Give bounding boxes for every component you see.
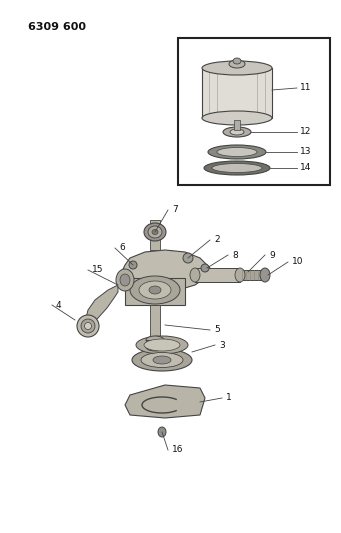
Ellipse shape bbox=[158, 427, 166, 437]
Ellipse shape bbox=[202, 61, 272, 75]
Text: 8: 8 bbox=[232, 251, 238, 260]
Ellipse shape bbox=[233, 58, 241, 64]
Polygon shape bbox=[125, 278, 185, 305]
Ellipse shape bbox=[129, 261, 137, 269]
Polygon shape bbox=[125, 385, 205, 418]
Text: 14: 14 bbox=[300, 164, 311, 173]
Bar bbox=[146, 340, 164, 347]
Ellipse shape bbox=[148, 226, 162, 238]
Ellipse shape bbox=[144, 339, 180, 351]
Text: 9: 9 bbox=[269, 251, 275, 260]
Ellipse shape bbox=[144, 223, 166, 241]
Ellipse shape bbox=[120, 274, 130, 286]
Ellipse shape bbox=[202, 111, 272, 125]
Ellipse shape bbox=[217, 148, 257, 157]
Text: 11: 11 bbox=[300, 84, 311, 93]
Bar bbox=[234, 120, 240, 130]
Ellipse shape bbox=[260, 268, 270, 282]
Text: 3: 3 bbox=[219, 341, 225, 350]
Ellipse shape bbox=[204, 161, 270, 175]
Bar bbox=[178, 38, 330, 185]
Bar bbox=[150, 220, 160, 250]
Ellipse shape bbox=[152, 230, 158, 235]
Ellipse shape bbox=[223, 127, 251, 137]
Text: 4: 4 bbox=[56, 301, 62, 310]
Text: 13: 13 bbox=[300, 148, 311, 157]
Ellipse shape bbox=[230, 129, 244, 135]
Ellipse shape bbox=[130, 276, 180, 304]
Ellipse shape bbox=[229, 60, 245, 68]
Polygon shape bbox=[240, 270, 265, 280]
Ellipse shape bbox=[183, 253, 193, 263]
Text: 1: 1 bbox=[226, 393, 232, 402]
Text: 10: 10 bbox=[292, 257, 303, 266]
Polygon shape bbox=[118, 250, 210, 288]
Ellipse shape bbox=[146, 343, 164, 351]
Ellipse shape bbox=[201, 264, 209, 272]
Ellipse shape bbox=[139, 281, 171, 299]
Ellipse shape bbox=[212, 164, 262, 173]
Bar bbox=[150, 305, 160, 340]
Ellipse shape bbox=[81, 319, 95, 333]
Ellipse shape bbox=[235, 268, 245, 282]
Polygon shape bbox=[85, 285, 118, 326]
Text: 12: 12 bbox=[300, 127, 311, 136]
Ellipse shape bbox=[85, 322, 91, 329]
Text: 16: 16 bbox=[172, 446, 183, 455]
Text: 6309 600: 6309 600 bbox=[28, 22, 86, 32]
Ellipse shape bbox=[132, 349, 192, 371]
Ellipse shape bbox=[141, 352, 183, 367]
Ellipse shape bbox=[116, 269, 134, 291]
Ellipse shape bbox=[208, 145, 266, 159]
Ellipse shape bbox=[146, 336, 164, 344]
Bar bbox=[202, 68, 272, 118]
Text: 5: 5 bbox=[214, 326, 220, 335]
Ellipse shape bbox=[149, 286, 161, 294]
Ellipse shape bbox=[77, 315, 99, 337]
Ellipse shape bbox=[136, 336, 188, 354]
Text: 7: 7 bbox=[172, 206, 178, 214]
Ellipse shape bbox=[153, 356, 171, 364]
Text: 2: 2 bbox=[214, 236, 220, 245]
Text: 6: 6 bbox=[119, 244, 125, 253]
Polygon shape bbox=[195, 268, 240, 282]
Text: 15: 15 bbox=[92, 265, 104, 274]
Ellipse shape bbox=[190, 268, 200, 282]
